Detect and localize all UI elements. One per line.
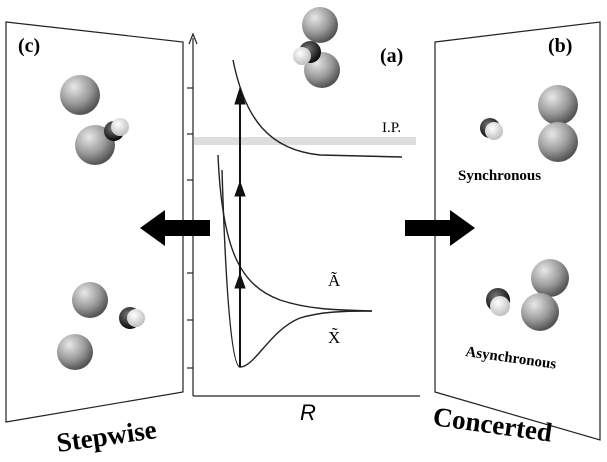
figure: (c) (a) (b) I.P. R Ã X̃ xyxy=(0,0,607,462)
excitation-arrow xyxy=(235,88,245,367)
potential-curves xyxy=(218,60,402,367)
panel-label: (c) xyxy=(18,35,40,57)
axes xyxy=(187,34,420,396)
ionization-label: I.P. xyxy=(382,120,401,136)
state-label: Ã xyxy=(328,271,341,290)
panel-label: (b) xyxy=(548,35,572,57)
state-label: X̃ xyxy=(328,328,340,347)
panel-label: (a) xyxy=(380,45,403,67)
ionization-band xyxy=(194,137,416,145)
caption: Stepwise xyxy=(55,414,159,458)
mode-label: Synchronous xyxy=(458,168,541,184)
axis-label: R xyxy=(300,400,316,425)
